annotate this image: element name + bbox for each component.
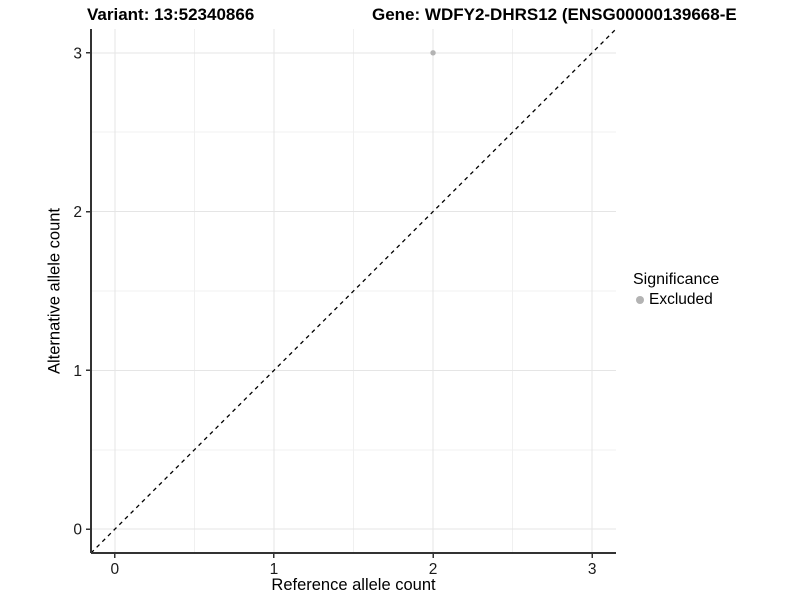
y-tick-label: 2: [73, 204, 82, 221]
x-tick-label: 0: [111, 561, 120, 578]
x-tick-label: 1: [270, 561, 279, 578]
legend: Significance Excluded: [632, 271, 719, 309]
excluded-point-icon: [636, 296, 644, 304]
data-point: [430, 50, 436, 56]
y-tick-label: 0: [73, 522, 82, 539]
legend-title: Significance: [633, 271, 720, 288]
legend-item-label: Excluded: [649, 291, 713, 308]
y-tick-label: 3: [73, 45, 82, 62]
x-axis-title: Reference allele count: [271, 576, 436, 594]
y-axis-title: Alternative allele count: [45, 207, 64, 375]
gene-title: Gene: WDFY2-DHRS12 (ENSG00000139668-E: [372, 5, 737, 24]
x-tick-label: 2: [429, 561, 438, 578]
variant-title: Variant: 13:52340866: [87, 5, 255, 24]
y-tick-label: 1: [73, 363, 82, 380]
x-tick-label: 3: [588, 561, 597, 578]
identity-dashed-line: [90, 28, 617, 554]
legend-item-excluded: Excluded: [632, 291, 719, 309]
